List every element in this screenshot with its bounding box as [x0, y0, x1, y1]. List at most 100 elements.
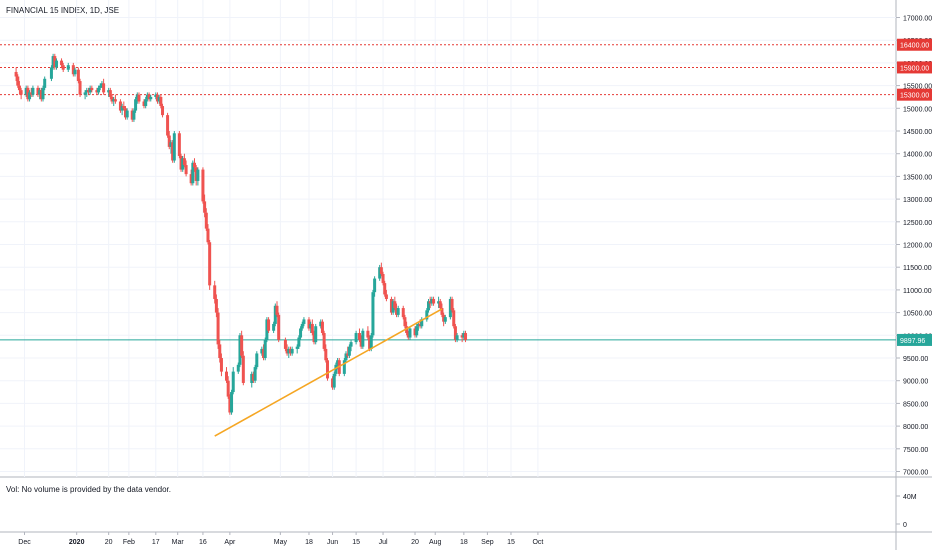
candle[interactable] — [393, 296, 397, 311]
candle[interactable] — [83, 90, 87, 100]
candle[interactable] — [430, 296, 434, 306]
candle[interactable] — [97, 85, 101, 95]
candle[interactable] — [371, 289, 375, 338]
candle[interactable] — [263, 337, 267, 361]
candle[interactable] — [213, 280, 217, 304]
candle[interactable] — [100, 81, 104, 88]
candle[interactable] — [71, 62, 75, 77]
candle[interactable] — [260, 346, 264, 356]
candle[interactable] — [230, 389, 234, 415]
candle[interactable] — [181, 155, 185, 172]
candle[interactable] — [448, 296, 452, 320]
candle[interactable] — [438, 298, 442, 311]
candle[interactable] — [182, 153, 186, 168]
candle[interactable] — [51, 53, 55, 70]
candle[interactable] — [206, 224, 210, 245]
candle[interactable] — [349, 339, 353, 352]
candle[interactable] — [123, 106, 127, 120]
candle[interactable] — [250, 371, 254, 388]
candle[interactable] — [171, 140, 175, 163]
candle[interactable] — [275, 301, 279, 318]
candle[interactable] — [214, 294, 218, 318]
candle[interactable] — [425, 308, 429, 322]
candle[interactable] — [389, 296, 393, 315]
candle[interactable] — [381, 271, 385, 286]
candle[interactable] — [17, 81, 21, 95]
candle[interactable] — [86, 87, 90, 95]
candle[interactable] — [420, 317, 424, 329]
candle[interactable] — [231, 367, 235, 395]
candle[interactable] — [450, 296, 454, 313]
candle[interactable] — [319, 319, 323, 329]
candle[interactable] — [413, 326, 417, 338]
candle[interactable] — [73, 67, 77, 77]
candle[interactable] — [184, 160, 188, 177]
candle[interactable] — [428, 296, 432, 309]
candle[interactable] — [66, 62, 70, 72]
candle[interactable] — [273, 303, 277, 327]
candle[interactable] — [443, 314, 447, 324]
candle[interactable] — [297, 335, 301, 349]
candle[interactable] — [112, 96, 116, 107]
candle[interactable] — [132, 108, 136, 122]
candle[interactable] — [379, 262, 383, 277]
candle[interactable] — [169, 140, 173, 154]
candle[interactable] — [135, 92, 139, 104]
candle[interactable] — [300, 321, 304, 331]
candle[interactable] — [334, 362, 338, 377]
candle[interactable] — [442, 312, 446, 327]
candle[interactable] — [290, 346, 294, 356]
candle[interactable] — [130, 108, 134, 122]
candle[interactable] — [272, 321, 276, 334]
candle[interactable] — [107, 87, 111, 97]
candle[interactable] — [31, 85, 35, 97]
candle[interactable] — [196, 167, 200, 186]
candle[interactable] — [262, 344, 266, 361]
candle[interactable] — [403, 314, 407, 329]
candle[interactable] — [396, 305, 400, 318]
trendline[interactable] — [214, 308, 443, 437]
candle[interactable] — [366, 326, 370, 340]
candle[interactable] — [361, 328, 365, 349]
candle[interactable] — [60, 58, 64, 68]
candle[interactable] — [167, 131, 171, 150]
candle[interactable] — [159, 94, 163, 109]
candle[interactable] — [267, 317, 271, 334]
candle[interactable] — [288, 346, 292, 356]
candle[interactable] — [36, 85, 40, 97]
candle[interactable] — [204, 208, 208, 231]
candle[interactable] — [113, 94, 117, 104]
candle[interactable] — [41, 85, 45, 102]
candle[interactable] — [147, 92, 151, 102]
candle[interactable] — [347, 344, 351, 358]
candle[interactable] — [307, 317, 311, 331]
candle[interactable] — [118, 99, 122, 113]
candle[interactable] — [240, 330, 244, 358]
candle[interactable] — [157, 94, 161, 104]
candle[interactable] — [193, 158, 197, 172]
candle[interactable] — [14, 67, 18, 82]
candle[interactable] — [432, 296, 436, 306]
candle[interactable] — [43, 76, 47, 91]
candle[interactable] — [219, 353, 223, 377]
candles[interactable] — [14, 53, 468, 415]
candle[interactable] — [38, 87, 42, 100]
candle[interactable] — [145, 92, 149, 102]
candle[interactable] — [179, 153, 183, 172]
candle[interactable] — [78, 78, 82, 97]
candle[interactable] — [302, 317, 306, 327]
candle[interactable] — [384, 289, 388, 302]
candle[interactable] — [134, 96, 138, 113]
candle[interactable] — [54, 58, 58, 70]
candle[interactable] — [61, 62, 65, 72]
candle[interactable] — [236, 362, 240, 374]
candle[interactable] — [460, 333, 464, 343]
candle[interactable] — [310, 319, 314, 336]
trendline-layer[interactable] — [214, 308, 443, 437]
candle[interactable] — [344, 351, 348, 363]
candle[interactable] — [453, 323, 457, 343]
candle[interactable] — [440, 303, 444, 318]
candle[interactable] — [29, 87, 33, 97]
candle[interactable] — [224, 367, 228, 383]
candle[interactable] — [357, 328, 361, 343]
